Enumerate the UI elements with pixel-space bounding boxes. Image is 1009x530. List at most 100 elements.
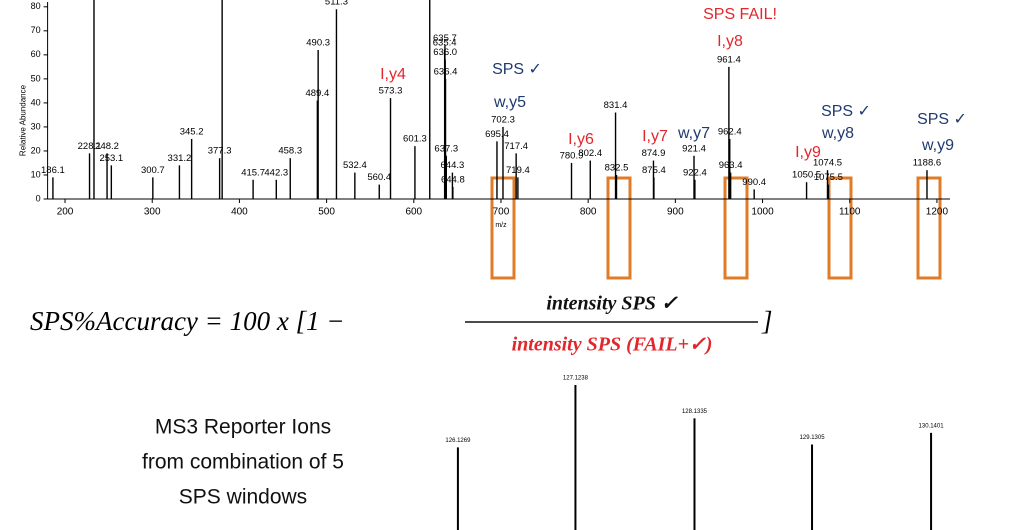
caption: from combination of 5 — [142, 451, 344, 474]
spectrum-plot — [456, 385, 933, 530]
annotation: w,y8 — [821, 125, 854, 142]
sps-window — [723, 176, 749, 280]
annotation: I,y7 — [642, 128, 668, 145]
peak-label: 874.9 — [642, 148, 666, 159]
x-tick-label: 600 — [405, 207, 422, 218]
peak-label: 1075.5 — [814, 172, 843, 183]
peak-label: 637.3 — [434, 143, 458, 154]
x-tick-label: 400 — [231, 207, 248, 218]
y-tick-label: 20 — [31, 145, 41, 155]
y-tick-label: 40 — [31, 97, 41, 107]
peak-label: 635.7 — [433, 33, 457, 44]
peak-label: 248.2 — [95, 141, 119, 152]
peak-label: 875.4 — [642, 165, 666, 176]
peak-label: 511.3 — [325, 0, 348, 8]
peak-label: 644.8 — [441, 175, 465, 186]
peak-label: 922.4 — [683, 167, 707, 178]
peak-label: 129.1305 — [800, 435, 826, 441]
y-tick-label: 80 — [31, 1, 41, 11]
peak-label: 560.4 — [367, 172, 391, 183]
peak-label: 601.3 — [403, 134, 427, 145]
y-axis-label: Relative Abundance — [19, 84, 28, 156]
annotation: I,y8 — [717, 33, 743, 50]
sps-window — [827, 176, 853, 280]
peak-label: 644.3 — [441, 160, 465, 171]
peak-label: 186.1 — [41, 165, 65, 176]
peak-label: 719.4 — [506, 165, 530, 176]
peak-label: 717.4 — [504, 141, 528, 152]
peak-label: 127.1238 — [563, 376, 589, 382]
peak-label: 695.4 — [485, 129, 509, 140]
x-tick-label: 1200 — [926, 207, 949, 218]
peak-label: 345.2 — [180, 126, 204, 137]
peak-label: 990.4 — [742, 177, 766, 188]
x-axis-label: m/z — [495, 222, 507, 229]
annotation: I,y9 — [795, 144, 821, 161]
y-tick-label: 0 — [36, 193, 41, 203]
peak-label: 802.4 — [578, 148, 602, 159]
formula-lhs: SPS%Accuracy = 100 x [1 − — [30, 306, 345, 336]
y-tick-label: 60 — [31, 49, 41, 59]
peak-label: 130.1401 — [919, 423, 945, 429]
annotation: SPS ✓ — [492, 61, 542, 78]
x-tick-label: 500 — [318, 207, 335, 218]
x-tick-label: 1100 — [839, 207, 861, 218]
peak-label: 832.5 — [605, 162, 629, 173]
peak-label: 458.3 — [278, 146, 302, 157]
peak-label: 532.4 — [343, 160, 367, 171]
peak-label: 635.4 — [433, 38, 457, 49]
formula-close: ] — [761, 306, 773, 336]
peak-label: 1074.5 — [813, 158, 842, 169]
annotation: SPS FAIL! — [703, 6, 777, 23]
peak-label: 1050.5 — [792, 170, 821, 181]
peak-label: 962.4 — [718, 126, 742, 137]
sps-window — [606, 176, 632, 280]
peak-label: 228.1 — [78, 141, 102, 152]
annotation: w,y9 — [921, 137, 954, 154]
formula-denominator: intensity SPS (FAIL+✓) — [512, 334, 713, 356]
annotation: w,y5 — [493, 94, 526, 111]
x-tick-label: 900 — [667, 207, 684, 218]
peak-label: 415.7 — [241, 167, 265, 178]
peak-label: 490.3 — [306, 38, 330, 49]
annotation: I,y6 — [568, 131, 594, 148]
sps-window — [916, 176, 942, 280]
x-tick-label: 800 — [580, 207, 597, 218]
peak-label: 377.3 — [208, 146, 232, 157]
peak-label: 780.9 — [560, 150, 584, 161]
y-tick-label: 70 — [31, 25, 41, 35]
x-tick-label: 200 — [57, 207, 74, 218]
peak-label: 1188.6 — [913, 158, 941, 169]
peak-label: 636.0 — [433, 47, 457, 58]
annotation: SPS ✓ — [821, 103, 871, 120]
y-tick-label: 30 — [31, 121, 41, 131]
peak-label: 128.1335 — [682, 409, 708, 415]
peak-label: 489.4 — [305, 88, 329, 99]
sps-windows — [490, 176, 942, 280]
y-tick-label: 10 — [31, 169, 41, 179]
peak-label: 831.4 — [604, 100, 628, 111]
peak-label: 702.3 — [491, 114, 515, 125]
caption: SPS windows — [179, 486, 307, 509]
x-tick-label: 700 — [493, 207, 510, 218]
formula-numerator: intensity SPS ✓ — [546, 293, 677, 315]
peak-label: 331.2 — [168, 153, 192, 164]
x-tick-label: 300 — [144, 207, 161, 218]
peak-label: 126.1269 — [445, 438, 471, 444]
peak-label: 636.4 — [434, 66, 458, 77]
annotation: SPS ✓ — [917, 111, 967, 128]
peak-label: 300.7 — [141, 165, 165, 176]
peak-label: 253.1 — [99, 153, 123, 164]
annotation: w,y7 — [677, 125, 710, 142]
caption: MS3 Reporter Ions — [155, 416, 331, 439]
x-tick-label: 1000 — [751, 207, 774, 218]
peak-label: 963.4 — [719, 160, 743, 171]
annotation: I,y4 — [380, 66, 406, 83]
peak-label: 921.4 — [682, 143, 706, 154]
peak-label: 442.3 — [264, 167, 288, 178]
spectrum-plot — [52, 0, 928, 199]
peak-label: 961.4 — [717, 54, 741, 65]
y-tick-label: 50 — [31, 73, 41, 83]
peak-label: 573.3 — [379, 86, 403, 97]
